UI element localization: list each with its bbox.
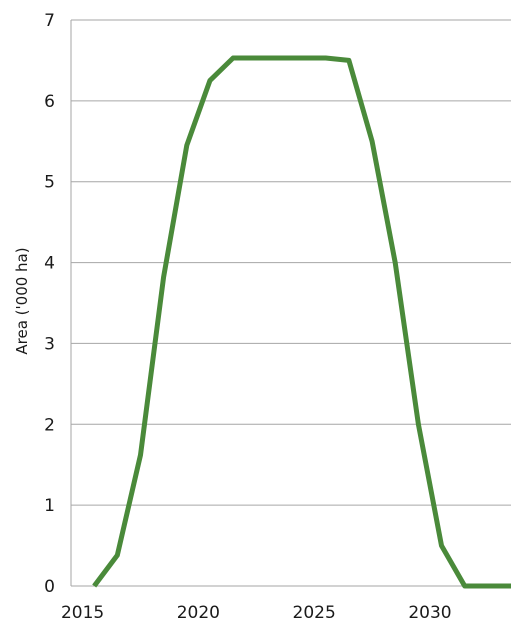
y-tick-label: 5 — [44, 173, 55, 193]
x-tick-label: 2025 — [293, 603, 336, 623]
y-tick-label: 0 — [44, 577, 55, 597]
x-tick-label: 2020 — [177, 603, 220, 623]
y-tick-label: 3 — [44, 334, 55, 354]
y-tick-labels: 0 1 2 3 4 5 6 7 — [44, 11, 55, 597]
y-tick-label: 2 — [44, 415, 55, 435]
y-tick-label: 6 — [44, 92, 55, 112]
y-axis-label: Area ('000 ha) — [13, 247, 31, 354]
x-tick-label: 2015 — [61, 603, 104, 623]
x-tick-label: 2030 — [408, 603, 451, 623]
x-tick-labels: 2015 2020 2025 2030 — [61, 603, 452, 623]
series-group — [92, 55, 511, 589]
y-tick-label: 1 — [44, 496, 55, 516]
gridlines — [70, 19, 511, 587]
y-tick-label: 7 — [44, 11, 55, 31]
series-line-0 — [92, 55, 511, 589]
y-tick-label: 4 — [44, 254, 55, 274]
